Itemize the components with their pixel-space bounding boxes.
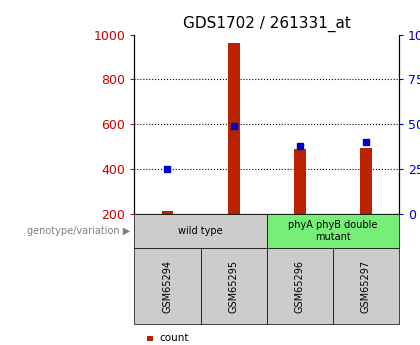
Bar: [360, 148, 372, 214]
Text: wild type: wild type: [178, 226, 223, 236]
Text: GSM65296: GSM65296: [295, 260, 305, 313]
Text: count: count: [160, 333, 189, 343]
Title: GDS1702 / 261331_at: GDS1702 / 261331_at: [183, 16, 351, 32]
Bar: [294, 149, 306, 214]
Text: GSM65295: GSM65295: [228, 260, 239, 313]
Bar: [228, 43, 239, 214]
Text: phyA phyB double
mutant: phyA phyB double mutant: [288, 220, 378, 242]
Text: GSM65294: GSM65294: [163, 260, 173, 313]
Bar: [162, 210, 173, 214]
Text: genotype/variation ▶: genotype/variation ▶: [27, 226, 130, 236]
Text: GSM65297: GSM65297: [361, 260, 371, 313]
